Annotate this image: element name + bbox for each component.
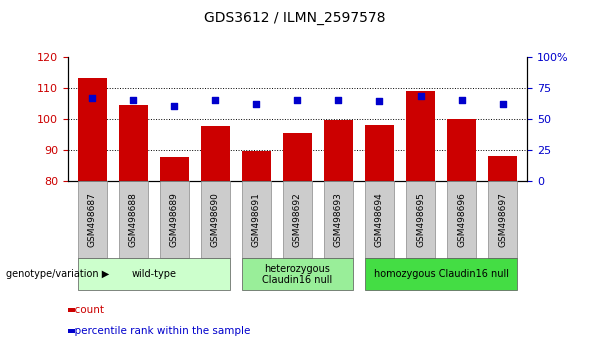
Text: GSM498688: GSM498688 (129, 192, 138, 247)
Text: GSM498687: GSM498687 (88, 192, 97, 247)
Point (293, 97, 302, 103)
Point (334, 97, 343, 103)
Text: GSM498695: GSM498695 (416, 192, 425, 247)
Bar (160, 157, 188, 181)
Text: GSM498691: GSM498691 (252, 192, 261, 247)
Bar (242, 151, 271, 181)
Point (375, 98, 384, 104)
Text: heterozygous
Claudin16 null: heterozygous Claudin16 null (262, 263, 333, 285)
Text: genotype/variation ▶: genotype/variation ▶ (6, 269, 109, 279)
Point (128, 97, 138, 103)
Text: GDS3612 / ILMN_2597578: GDS3612 / ILMN_2597578 (204, 11, 385, 25)
Point (88, 95, 97, 101)
Point (498, 101, 507, 107)
Text: GSM498690: GSM498690 (211, 192, 220, 247)
Text: percentile rank within the sample: percentile rank within the sample (68, 326, 250, 336)
Point (416, 93, 425, 99)
Bar (201, 126, 230, 181)
Text: count: count (68, 305, 104, 315)
Bar (324, 120, 353, 181)
Text: GSM498694: GSM498694 (375, 192, 384, 247)
Point (170, 103, 179, 109)
Text: GSM498692: GSM498692 (293, 192, 302, 247)
Bar (488, 156, 517, 181)
Text: homozygous Claudin16 null: homozygous Claudin16 null (373, 269, 508, 279)
Point (211, 97, 220, 103)
Bar (78, 78, 107, 181)
Bar (119, 105, 148, 181)
Bar (447, 119, 476, 181)
Bar (365, 125, 394, 181)
Text: GSM498689: GSM498689 (170, 192, 179, 247)
Text: GSM498693: GSM498693 (334, 192, 343, 247)
Text: GSM498696: GSM498696 (457, 192, 466, 247)
Text: wild-type: wild-type (131, 269, 176, 279)
Text: GSM498697: GSM498697 (498, 192, 507, 247)
Point (457, 97, 466, 103)
Point (252, 101, 261, 107)
Bar (283, 132, 312, 181)
Bar (406, 91, 435, 181)
